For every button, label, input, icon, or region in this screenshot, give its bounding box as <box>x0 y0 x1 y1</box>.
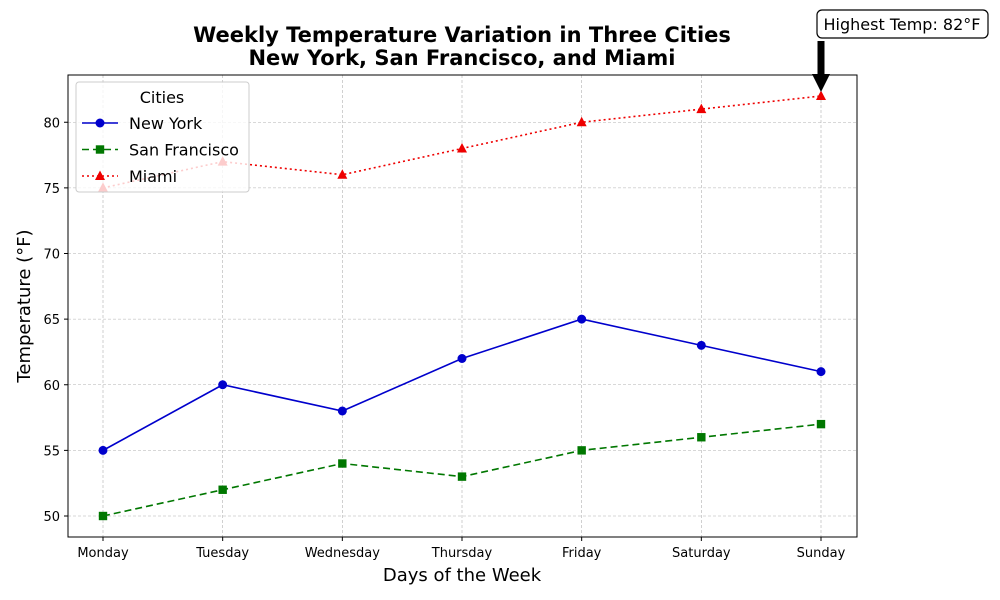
y-tick-label-75: 75 <box>43 182 60 197</box>
y-tick-label-50: 50 <box>43 510 60 525</box>
data-point-new-york-tuesday <box>218 380 228 390</box>
y-tick-label-60: 60 <box>43 379 60 394</box>
data-point-san-francisco-tuesday <box>218 485 227 494</box>
legend-marker-san-francisco <box>95 145 105 154</box>
x-tick-label-thursday: Thursday <box>431 546 493 561</box>
chart-title-line2: New York, San Francisco, and Miami <box>248 46 675 70</box>
data-point-new-york-saturday <box>696 340 706 350</box>
legend-entry-new-york: New York <box>82 114 203 133</box>
data-point-miami-saturday <box>696 103 707 114</box>
x-axis-label: Days of the Week <box>383 565 542 586</box>
data-point-new-york-monday <box>98 445 108 455</box>
y-tick-label-55: 55 <box>43 444 60 459</box>
annotation: Highest Temp: 82°F <box>812 9 989 92</box>
annotation-box <box>816 9 989 39</box>
data-point-san-francisco-monday <box>98 511 108 521</box>
data-point-new-york-wednesday <box>337 406 347 416</box>
legend-label-miami: Miami <box>129 167 177 186</box>
data-point-san-francisco-wednesday <box>338 459 347 468</box>
series-new-york <box>98 314 826 455</box>
chart-title-line1: Weekly Temperature Variation in Three Ci… <box>193 23 731 47</box>
data-point-miami-friday <box>576 116 587 127</box>
x-tick-label-monday: Monday <box>77 546 129 561</box>
y-axis-ticks: 50 55 60 65 70 75 80 <box>43 116 68 525</box>
legend-label-new-york: New York <box>129 114 203 133</box>
data-point-san-francisco-friday <box>577 446 586 455</box>
legend-entry-miami: Miami <box>82 167 177 186</box>
legend: Cities New York San Francisco Miami <box>75 81 250 193</box>
x-tick-label-friday: Friday <box>562 546 602 561</box>
data-point-miami-wednesday <box>337 169 348 179</box>
legend-marker-miami <box>95 170 105 180</box>
legend-box <box>75 81 250 193</box>
x-tick-label-sunday: Sunday <box>797 546 846 561</box>
annotation-arrow-head <box>812 74 830 92</box>
series-san-francisco <box>98 419 826 521</box>
data-point-san-francisco-sunday <box>816 419 826 429</box>
y-axis-label: Temperature (°F) <box>14 229 35 383</box>
data-point-miami-sunday <box>816 90 826 100</box>
legend-title: Cities <box>140 88 185 107</box>
legend-entry-san-francisco: San Francisco <box>82 141 239 160</box>
y-tick-label-65: 65 <box>43 313 60 328</box>
data-point-san-francisco-thursday <box>457 472 467 481</box>
legend-marker-new-york <box>95 118 105 128</box>
data-point-new-york-friday <box>577 314 587 324</box>
data-point-new-york-sunday <box>816 367 826 377</box>
y-tick-label-70: 70 <box>43 248 60 263</box>
x-tick-label-tuesday: Tuesday <box>195 546 249 561</box>
data-point-san-francisco-saturday <box>697 433 706 442</box>
data-point-new-york-thursday <box>457 354 467 363</box>
x-tick-label-wednesday: Wednesday <box>305 546 381 561</box>
legend-label-san-francisco: San Francisco <box>129 141 239 160</box>
x-tick-label-saturday: Saturday <box>672 546 731 561</box>
series-layer <box>98 90 826 521</box>
y-tick-label-80: 80 <box>43 116 60 131</box>
x-axis-ticks: Monday Tuesday Wednesday Thursday Friday Satu… <box>77 537 846 561</box>
data-point-miami-thursday <box>457 143 467 153</box>
annotation-text: Highest Temp: 82°F <box>824 15 981 34</box>
